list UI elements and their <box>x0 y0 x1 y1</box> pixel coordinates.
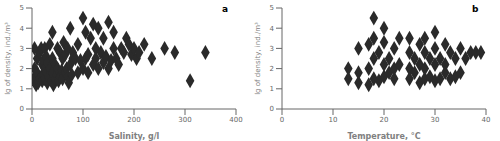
svg-text:400: 400 <box>229 116 242 124</box>
svg-text:1: 1 <box>20 85 24 93</box>
html-text:b: b <box>472 4 479 14</box>
svg-text:40: 40 <box>482 116 491 124</box>
html-text:a: a <box>222 4 229 14</box>
svg-text:lg of density, ind./m³: lg of density, ind./m³ <box>254 22 262 95</box>
svg-text:Temperature, °C: Temperature, °C <box>347 132 420 141</box>
svg-text:300: 300 <box>178 116 191 124</box>
svg-text:2: 2 <box>270 65 274 73</box>
svg-text:Salinity, g/l: Salinity, g/l <box>109 132 160 141</box>
svg-text:30: 30 <box>431 116 440 124</box>
svg-text:4: 4 <box>20 25 25 33</box>
svg-text:0: 0 <box>270 105 274 113</box>
svg-text:200: 200 <box>127 116 140 124</box>
svg-text:0: 0 <box>30 116 34 124</box>
svg-text:3: 3 <box>20 45 24 53</box>
svg-text:5: 5 <box>20 4 24 12</box>
svg-text:0: 0 <box>20 105 24 113</box>
svg-text:3: 3 <box>270 45 274 53</box>
svg-text:2: 2 <box>20 65 24 73</box>
svg-text:100: 100 <box>76 116 89 124</box>
svg-text:4: 4 <box>270 25 275 33</box>
svg-text:10: 10 <box>329 116 338 124</box>
svg-text:1: 1 <box>270 85 274 93</box>
svg-text:20: 20 <box>380 116 389 124</box>
svg-text:5: 5 <box>270 4 274 12</box>
svg-text:0: 0 <box>280 116 284 124</box>
svg-text:lg of density, ind./m³: lg of density, ind./m³ <box>4 22 12 95</box>
